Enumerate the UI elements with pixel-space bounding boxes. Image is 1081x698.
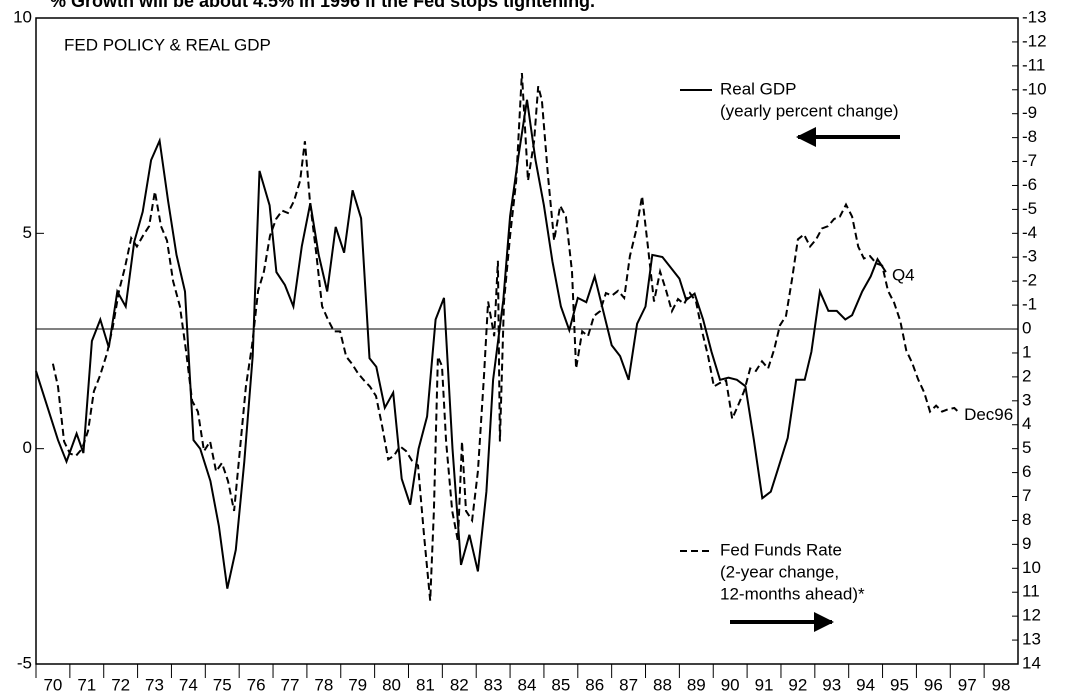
x-tick-label: 92 xyxy=(788,675,807,694)
y2-tick-label: 11 xyxy=(1022,582,1040,601)
x-tick-label: 76 xyxy=(247,675,266,694)
end-label: Q4 xyxy=(892,266,915,285)
y2-tick-label: -7 xyxy=(1022,151,1037,170)
legend-note: 12-months ahead)* xyxy=(720,584,865,603)
y2-tick-label: -2 xyxy=(1022,271,1037,290)
y2-tick-label: 0 xyxy=(1022,319,1031,338)
y2-tick-label: 13 xyxy=(1022,630,1041,649)
y2-tick-label: -13 xyxy=(1022,7,1047,26)
x-tick-label: 79 xyxy=(348,675,367,694)
x-tick-label: 70 xyxy=(43,675,62,694)
y2-tick-label: -9 xyxy=(1022,103,1037,122)
x-tick-label: 94 xyxy=(856,675,875,694)
x-tick-label: 83 xyxy=(484,675,503,694)
y-tick-label: 0 xyxy=(23,438,32,457)
x-tick-label: 86 xyxy=(585,675,604,694)
x-tick-label: 81 xyxy=(416,675,435,694)
y-tick-label: 10 xyxy=(13,7,32,26)
x-tick-label: 89 xyxy=(687,675,706,694)
x-tick-label: 91 xyxy=(755,675,774,694)
end-label: Dec96 xyxy=(964,405,1013,424)
y2-tick-label: 3 xyxy=(1022,390,1031,409)
x-tick-label: 84 xyxy=(518,675,537,694)
x-tick-label: 95 xyxy=(890,675,909,694)
y2-tick-label: -5 xyxy=(1022,199,1037,218)
legend-note: (yearly percent change) xyxy=(720,101,899,120)
y-tick-label: -5 xyxy=(17,653,32,672)
chart-title: % Growth will be about 4.5% in 1996 if t… xyxy=(50,0,595,11)
y2-tick-label: -11 xyxy=(1022,55,1045,74)
y2-tick-label: -3 xyxy=(1022,247,1037,266)
x-tick-label: 93 xyxy=(822,675,841,694)
legend-note: (2-year change, xyxy=(720,562,839,581)
y2-tick-label: -10 xyxy=(1022,79,1047,98)
legend-label: Real GDP xyxy=(720,79,797,98)
x-tick-label: 96 xyxy=(924,675,943,694)
x-tick-label: 74 xyxy=(179,675,198,694)
legend-label: Fed Funds Rate xyxy=(720,540,842,559)
x-tick-label: 77 xyxy=(281,675,300,694)
x-tick-label: 82 xyxy=(450,675,469,694)
y2-tick-label: -4 xyxy=(1022,223,1037,242)
y2-tick-label: -1 xyxy=(1022,295,1037,314)
y2-tick-label: 1 xyxy=(1022,342,1031,361)
y2-tick-label: -8 xyxy=(1022,127,1037,146)
x-tick-label: 75 xyxy=(213,675,232,694)
y2-tick-label: 12 xyxy=(1022,606,1041,625)
x-tick-label: 98 xyxy=(992,675,1011,694)
x-tick-label: 90 xyxy=(721,675,740,694)
series-line xyxy=(35,99,887,589)
x-tick-label: 71 xyxy=(77,675,96,694)
y2-tick-label: 2 xyxy=(1022,366,1031,385)
y2-tick-label: 14 xyxy=(1022,653,1041,672)
y2-tick-label: 6 xyxy=(1022,462,1031,481)
y2-tick-label: 4 xyxy=(1022,414,1031,433)
y-tick-label: 5 xyxy=(23,223,32,242)
chart-subtitle: FED POLICY & REAL GDP xyxy=(64,35,271,54)
y2-tick-label: 10 xyxy=(1022,558,1041,577)
plot-frame xyxy=(35,17,1019,665)
y2-tick-label: 7 xyxy=(1022,486,1031,505)
x-tick-label: 88 xyxy=(653,675,672,694)
y2-tick-label: -12 xyxy=(1022,31,1047,50)
x-tick-label: 85 xyxy=(551,675,570,694)
x-tick-label: 73 xyxy=(145,675,164,694)
series-line xyxy=(51,72,959,601)
x-tick-label: 80 xyxy=(382,675,401,694)
x-tick-label: 78 xyxy=(314,675,333,694)
y2-tick-label: 5 xyxy=(1022,438,1031,457)
x-tick-label: 87 xyxy=(619,675,638,694)
y2-tick-label: 9 xyxy=(1022,534,1031,553)
x-tick-label: 97 xyxy=(958,675,977,694)
y2-tick-label: -6 xyxy=(1022,175,1037,194)
y2-tick-label: 8 xyxy=(1022,510,1031,529)
x-tick-label: 72 xyxy=(111,675,130,694)
